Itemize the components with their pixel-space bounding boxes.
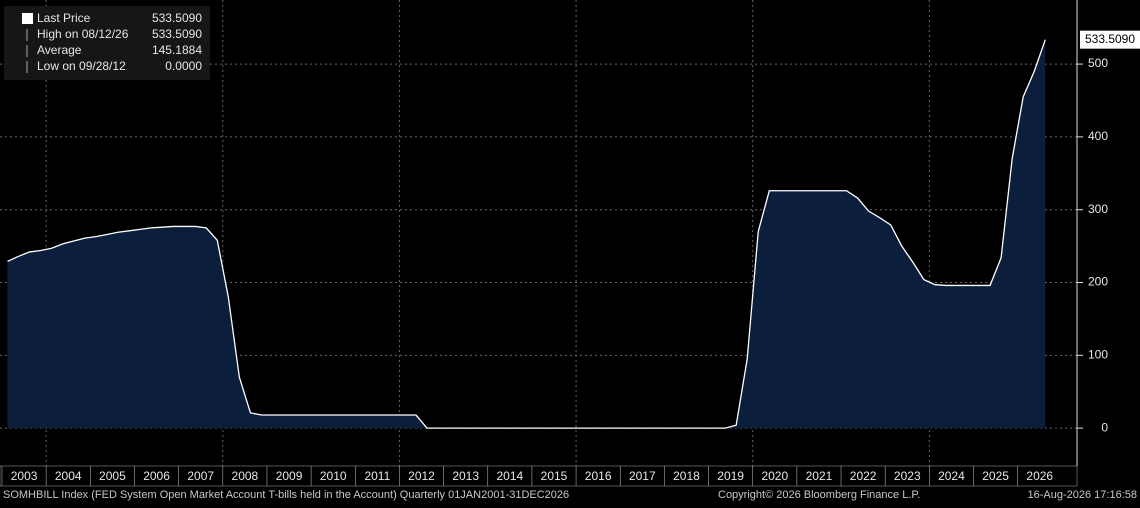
plot-area (0, 0, 1077, 466)
footer-copyright: Copyright© 2026 Bloomberg Finance L.P. (718, 489, 920, 501)
x-tick-label: 2025 (982, 469, 1009, 483)
x-tick-label: 2026 (1026, 469, 1053, 483)
x-tick-label: 2022 (850, 469, 877, 483)
legend-value: 533.5090 (152, 27, 202, 41)
x-tick-label: 2005 (99, 469, 126, 483)
x-tick-label: 2024 (938, 469, 965, 483)
x-tick-label: 2020 (761, 469, 788, 483)
legend-swatch (22, 13, 33, 24)
x-tick-label: 2015 (541, 469, 568, 483)
last-price-tag (1080, 30, 1140, 49)
legend-box (4, 6, 210, 80)
y-tick-label: 0 (1101, 420, 1108, 434)
x-tick-label: 2006 (143, 469, 170, 483)
y-tick-label: 200 (1088, 275, 1108, 289)
legend-label: High on 08/12/26 (37, 27, 129, 41)
y-tick-label: 300 (1088, 202, 1108, 216)
x-tick-label: 2010 (320, 469, 347, 483)
legend-label: Low on 09/28/12 (37, 59, 126, 73)
x-axis-strip (0, 465, 1078, 487)
footer-timestamp: 16-Aug-2026 17:16:58 (1028, 489, 1137, 501)
x-tick-label: 2008 (232, 469, 259, 483)
footer-source: SOMHBILL Index (FED System Open Market A… (3, 489, 569, 501)
legend-value: 145.1884 (152, 43, 202, 57)
y-tick-label: 400 (1088, 129, 1108, 143)
x-tick-label: 2003 (11, 469, 38, 483)
x-tick-label: 2016 (585, 469, 612, 483)
x-tick-label: 2007 (187, 469, 214, 483)
x-tick-label: 2012 (408, 469, 435, 483)
legend-value: 0.0000 (165, 59, 202, 73)
y-tick-label: 500 (1088, 56, 1108, 70)
x-tick-label: 2021 (806, 469, 833, 483)
area (7, 39, 1046, 429)
y-tick-label: 100 (1088, 347, 1108, 361)
legend-value: 533.5090 (152, 11, 202, 25)
line (7, 39, 1046, 429)
x-tick-label: 2011 (364, 469, 390, 483)
x-tick-label: 2004 (55, 469, 82, 483)
legend-label: Average (37, 43, 82, 57)
x-tick-label: 2023 (894, 469, 921, 483)
legend-label: Last Price (37, 11, 91, 25)
x-tick-label: 2014 (496, 469, 523, 483)
x-tick-label: 2009 (276, 469, 303, 483)
x-tick-label: 2013 (452, 469, 479, 483)
x-tick-label: 2017 (629, 469, 656, 483)
x-tick-label: 2019 (717, 469, 744, 483)
last-price-label: 533.5090 (1085, 32, 1135, 46)
x-tick-label: 2018 (673, 469, 700, 483)
